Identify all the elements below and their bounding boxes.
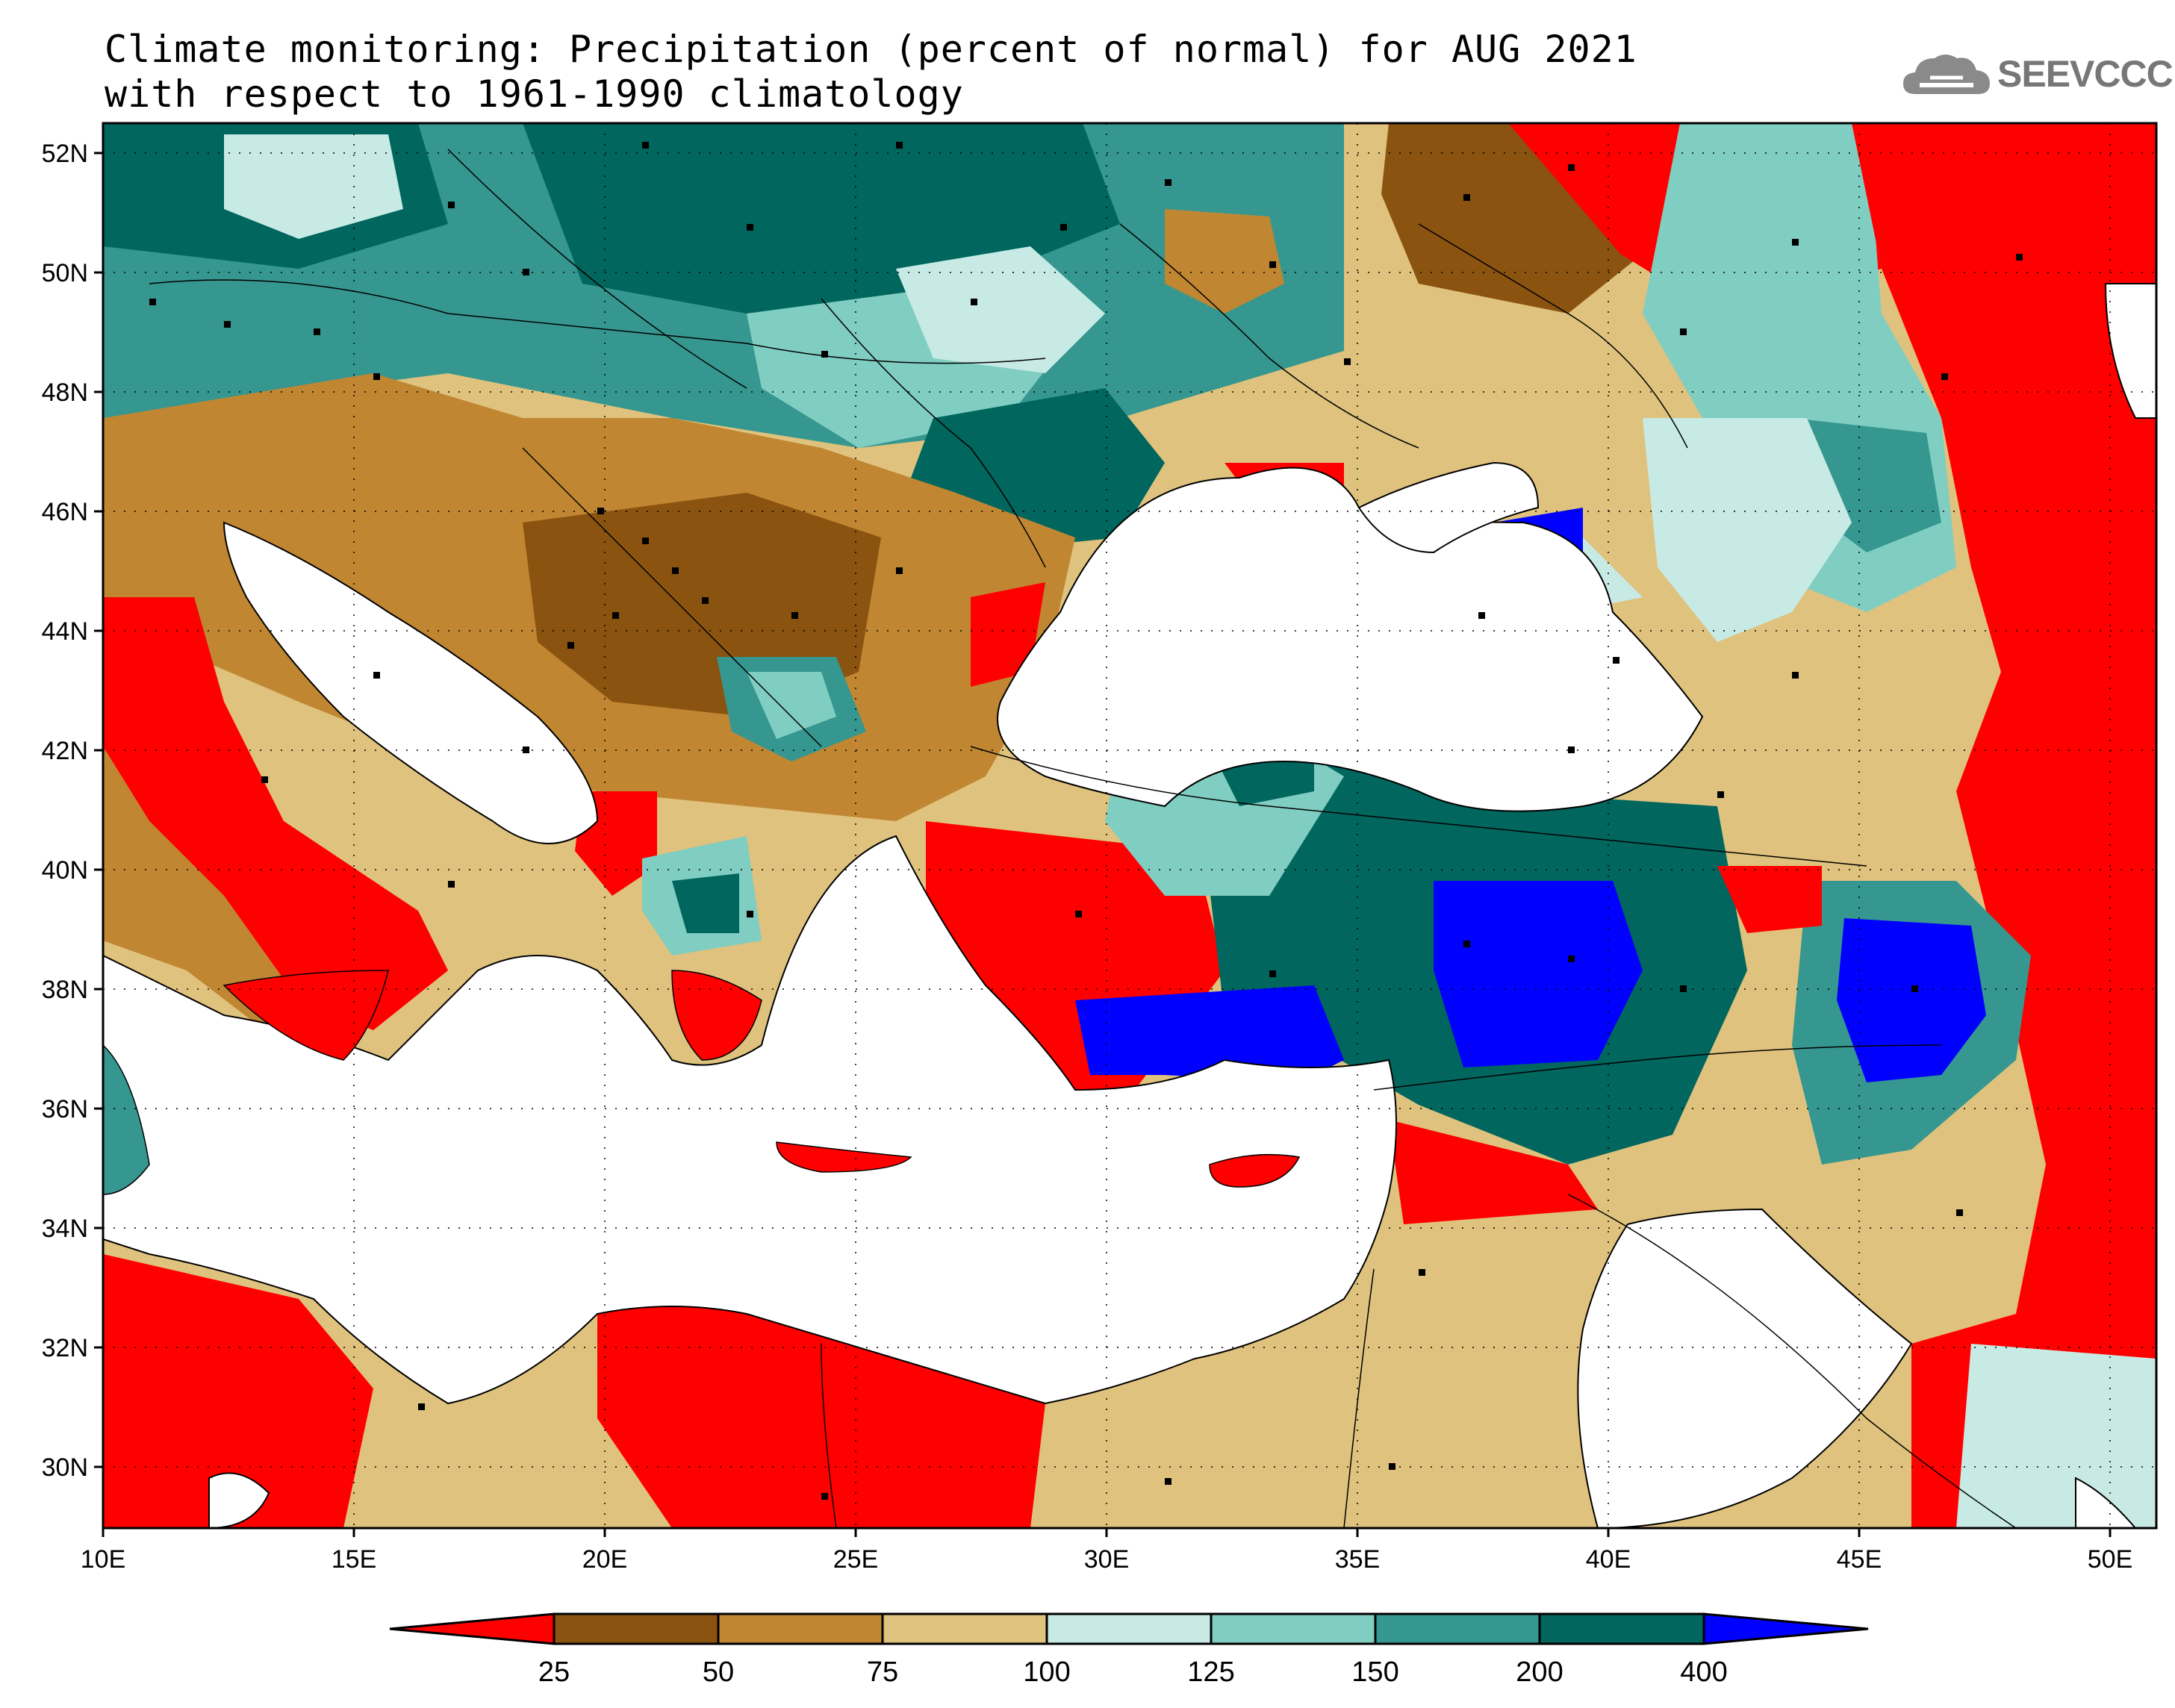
adriatic-sea: [223, 521, 599, 844]
lat-label: 42N: [42, 737, 88, 765]
caspian-sea: [2104, 283, 2156, 419]
colorbar-label: 125: [1187, 1656, 1234, 1688]
colorbar: [389, 1612, 1869, 1645]
lon-label: 25E: [833, 1545, 879, 1574]
lat-label: 50N: [42, 259, 88, 287]
colorbar-label: 75: [867, 1656, 898, 1688]
lon-label: 45E: [1837, 1545, 1882, 1574]
lon-labels: 10E 15E 20E 25E 30E 35E 40E 45E 50E: [81, 1545, 2133, 1574]
islands: [103, 970, 1301, 1195]
lon-label: 30E: [1084, 1545, 1130, 1574]
sahara-gap: [1577, 1208, 1913, 1528]
colorbar-segment-25-50: [553, 1612, 720, 1645]
lat-label: 34N: [42, 1215, 88, 1243]
black-sea: [997, 467, 1704, 812]
lat-label: 30N: [42, 1453, 88, 1482]
title-line-2: with respect to 1961-1990 climatology: [105, 72, 964, 116]
lat-labels: 30N 32N 34N 36N 38N 40N 42N 44N 46N 48N …: [42, 140, 88, 1482]
map-title: Climate monitoring: Precipitation (perce…: [105, 27, 1637, 116]
station-markers: [149, 142, 2023, 1500]
sicily: [223, 970, 389, 1061]
sea-areas: [103, 283, 2156, 1528]
lon-label: 50E: [2088, 1545, 2133, 1574]
lat-label: 40N: [42, 856, 88, 885]
colorbar-segment-50-75: [717, 1612, 884, 1645]
lat-label: 46N: [42, 498, 88, 526]
tyrrhenian-ionian-mediterranean: [103, 835, 1397, 1405]
colorbar-segment-125-150: [1210, 1612, 1377, 1645]
cloud-logo-icon: [1903, 54, 1990, 94]
map-frame: [102, 122, 2158, 1530]
crimea: [1357, 461, 1540, 554]
lat-label: 52N: [42, 140, 88, 168]
tick-marks: [94, 152, 2112, 1537]
colorbar-segment-75-100: [881, 1612, 1048, 1645]
logo-text: SEEVCCC: [1997, 53, 2174, 95]
colorbar-label: 200: [1516, 1656, 1563, 1688]
north-africa-gap: [208, 1472, 270, 1528]
lat-label: 36N: [42, 1095, 88, 1123]
lat-label: 48N: [42, 378, 88, 407]
lon-label: 10E: [81, 1545, 126, 1574]
colorbar-segment-gt400: [1702, 1612, 1869, 1645]
colorbar-label: 50: [703, 1656, 734, 1688]
seevccc-logo: SEEVCCC: [1900, 46, 2174, 106]
lat-label: 44N: [42, 617, 88, 646]
lon-label: 35E: [1335, 1545, 1381, 1574]
lon-label: 15E: [332, 1545, 377, 1574]
colorbar-label: 100: [1023, 1656, 1070, 1688]
peloponnese: [671, 970, 762, 1061]
gridlines: [103, 123, 2156, 1528]
lat-label: 38N: [42, 976, 88, 1004]
country-borders: [149, 149, 2017, 1528]
title-line-1: Climate monitoring: Precipitation (perce…: [105, 28, 1637, 71]
map-body: [103, 123, 2156, 1528]
colorbar-labels: 25 50 75 100 125 150 200 400: [538, 1656, 1728, 1688]
colorbar-segment-150-200: [1374, 1612, 1541, 1645]
colorbar-segment-200-400: [1538, 1612, 1705, 1645]
crete: [776, 1141, 912, 1173]
colorbar-label: 400: [1680, 1656, 1727, 1688]
colorbar-label: 25: [538, 1656, 570, 1688]
colorbar-segment-lt25: [389, 1612, 556, 1645]
lon-label: 40E: [1586, 1545, 1631, 1574]
lat-label: 32N: [42, 1334, 88, 1362]
cyprus: [1209, 1153, 1301, 1188]
colorbar-segment-100-125: [1045, 1612, 1213, 1645]
sardinia-corsica: [103, 1044, 150, 1195]
lon-label: 20E: [582, 1545, 628, 1574]
colorbar-label: 150: [1351, 1656, 1398, 1688]
